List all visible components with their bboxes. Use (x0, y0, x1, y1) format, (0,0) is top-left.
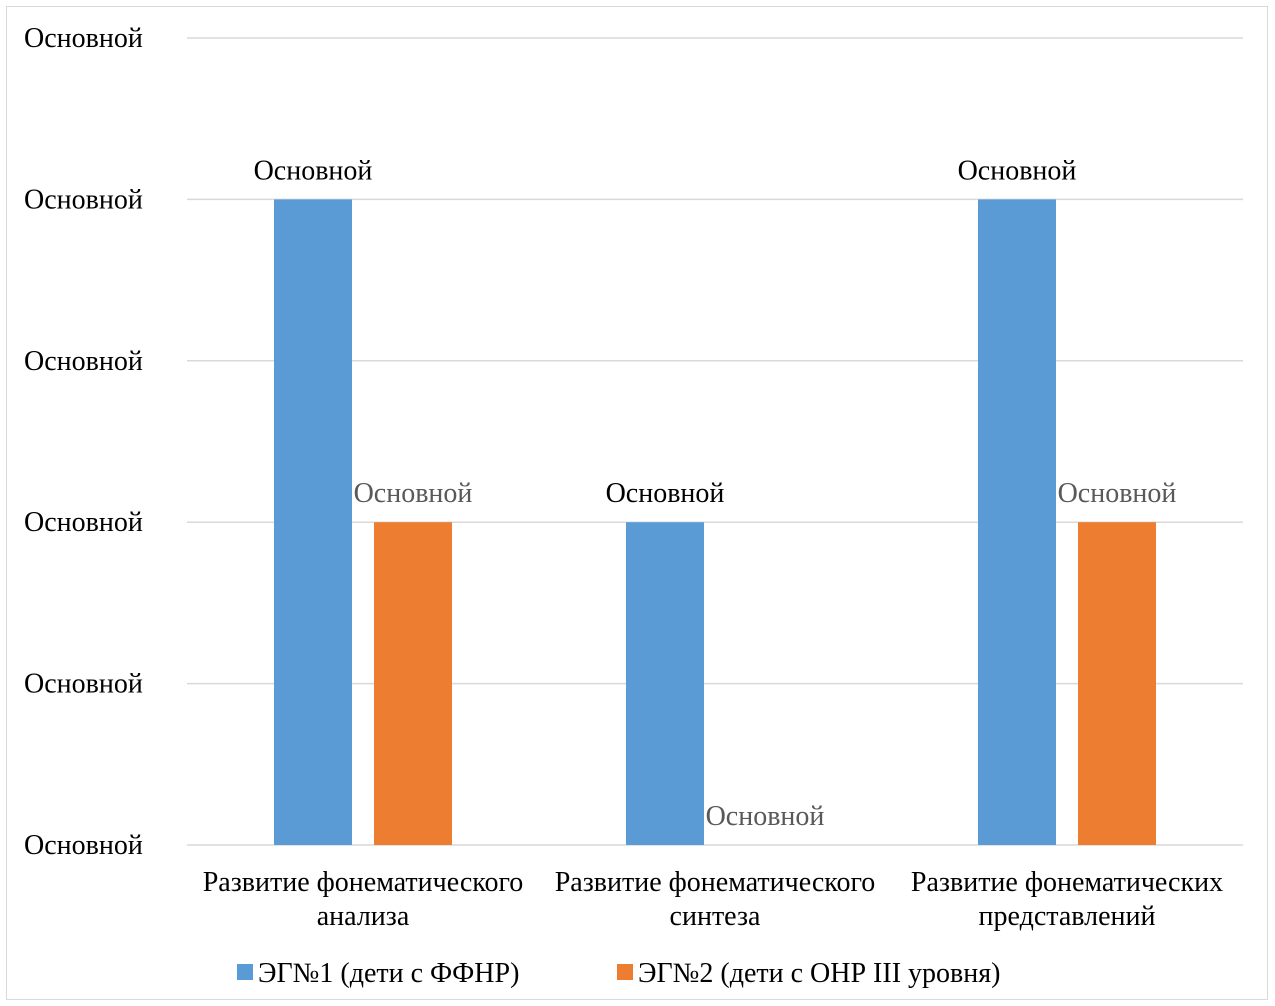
category-label: Развитие фонематического (203, 867, 524, 898)
data-label: Основной (706, 801, 825, 832)
data-labels: Основной Основной Основной Основной Основной… (254, 155, 1177, 832)
y-tick-label: Основной (24, 23, 143, 54)
bar (626, 522, 704, 845)
bar (1078, 522, 1156, 845)
legend-label: ЭГ№1 (дети с ФФНР) (258, 958, 519, 989)
y-tick-label: Основной (24, 507, 143, 538)
data-label: Основной (958, 155, 1077, 186)
data-label: Основной (606, 478, 725, 509)
legend-label: ЭГ№2 (дети с ОНР III уровня) (638, 958, 1000, 989)
y-axis-ticks: Основной Основной Основной Основной Основной… (24, 23, 143, 861)
legend: ЭГ№1 (дети с ФФНР) ЭГ№2 (дети с ОНР III у… (237, 958, 1000, 989)
gridlines (187, 37, 1243, 846)
y-tick-label: Основной (24, 346, 143, 377)
bars (274, 199, 1156, 845)
category-label: Развитие фонематических (911, 867, 1223, 898)
data-label: Основной (254, 155, 373, 186)
y-tick-label: Основной (24, 184, 143, 215)
y-tick-label: Основной (24, 669, 143, 700)
category-label: анализа (317, 901, 410, 932)
bar (274, 199, 352, 845)
y-tick-label: Основной (24, 830, 143, 861)
category-labels: Развитие фонематическогоанализаРазвитие … (203, 867, 1223, 932)
bar (374, 522, 452, 845)
legend-swatch (617, 964, 633, 980)
category-label: синтеза (670, 901, 761, 932)
data-label: Основной (1058, 478, 1177, 509)
bar (978, 199, 1056, 845)
data-label: Основной (354, 478, 473, 509)
category-label: представлений (979, 901, 1156, 932)
legend-swatch (237, 964, 253, 980)
category-label: Развитие фонематического (555, 867, 876, 898)
